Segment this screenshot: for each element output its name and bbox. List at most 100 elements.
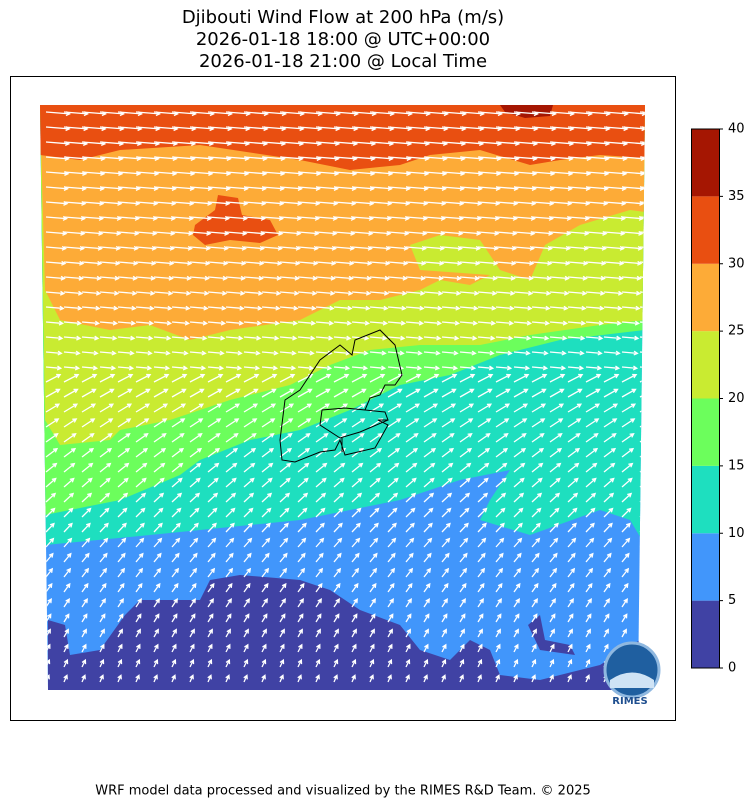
colorbar-tick-label: 15 bbox=[728, 458, 745, 473]
wind-arrow bbox=[495, 320, 514, 326]
wind-arrow bbox=[117, 275, 138, 281]
wind-arrow bbox=[531, 492, 543, 503]
wind-band bbox=[500, 105, 553, 118]
wind-arrow bbox=[117, 230, 140, 236]
wind-arrow bbox=[243, 582, 251, 593]
wind-arrow bbox=[549, 598, 556, 608]
wind-arrow bbox=[225, 365, 243, 371]
wind-arrow bbox=[243, 433, 257, 443]
wind-arrow bbox=[477, 507, 488, 518]
wind-arrow bbox=[81, 418, 96, 428]
wind-arrow bbox=[621, 365, 639, 371]
wind-arrow bbox=[441, 507, 452, 518]
wind-arrow bbox=[603, 477, 615, 488]
wind-arrow bbox=[387, 507, 398, 518]
wind-arrow bbox=[603, 628, 609, 638]
wind-arrow bbox=[459, 598, 466, 608]
wind-arrow bbox=[315, 522, 325, 533]
wind-arrow bbox=[81, 628, 87, 638]
wind-arrow bbox=[441, 552, 450, 563]
wind-arrow bbox=[585, 365, 603, 371]
wind-arrow bbox=[387, 598, 394, 608]
wind-arrow bbox=[603, 462, 616, 473]
wind-arrow bbox=[477, 447, 491, 458]
wind-arrow bbox=[189, 365, 207, 371]
wind-arrow bbox=[225, 373, 242, 383]
wind-arrow bbox=[423, 350, 441, 356]
wind-arrow bbox=[513, 507, 524, 518]
wind-arrow bbox=[171, 433, 185, 443]
wind-arrow bbox=[639, 403, 645, 413]
wind-arrow bbox=[225, 350, 243, 356]
wind-arrow bbox=[531, 245, 553, 251]
wind-arrow bbox=[189, 388, 205, 398]
wind-arrow bbox=[459, 290, 480, 296]
wind-arrow bbox=[459, 245, 481, 251]
wind-arrow bbox=[171, 598, 178, 608]
wind-arrow bbox=[117, 658, 123, 668]
wind-arrow bbox=[477, 305, 497, 311]
wind-arrow bbox=[153, 582, 161, 593]
wind-arrow bbox=[189, 598, 196, 608]
wind-arrow bbox=[243, 275, 264, 281]
wind-arrow bbox=[243, 350, 261, 356]
wind-arrow bbox=[459, 418, 474, 428]
wind-arrow bbox=[81, 230, 104, 236]
wind-arrow bbox=[189, 522, 199, 533]
wind-arrow bbox=[495, 230, 518, 236]
wind-arrow bbox=[63, 388, 79, 398]
wind-arrow bbox=[99, 674, 104, 683]
wind-arrow bbox=[639, 141, 645, 147]
wind-arrow bbox=[567, 598, 574, 608]
wind-arrow bbox=[279, 373, 296, 383]
wind-arrow bbox=[279, 388, 295, 398]
wind-arrow bbox=[135, 388, 151, 398]
wind-arrow bbox=[639, 522, 645, 533]
wind-arrow bbox=[621, 447, 635, 458]
wind-arrow bbox=[441, 418, 456, 428]
wind-arrow bbox=[81, 582, 89, 593]
wind-arrow bbox=[351, 260, 373, 266]
wind-arrow bbox=[351, 613, 358, 623]
wind-arrow bbox=[99, 275, 120, 281]
wind-arrow bbox=[189, 418, 204, 428]
wind-arrow bbox=[117, 403, 133, 413]
wind-arrow bbox=[99, 320, 118, 326]
wind-arrow bbox=[297, 447, 311, 458]
wind-arrow bbox=[81, 507, 92, 518]
wind-arrow bbox=[423, 582, 431, 593]
wind-arrow bbox=[549, 260, 571, 266]
wind-arrow bbox=[639, 215, 645, 221]
wind-arrow bbox=[117, 462, 130, 473]
wind-arrow bbox=[63, 433, 77, 443]
wind-arrow bbox=[567, 477, 579, 488]
wind-arrow bbox=[567, 403, 583, 413]
wind-arrow bbox=[477, 643, 483, 653]
wind-arrow bbox=[585, 674, 590, 683]
wind-arrow bbox=[351, 275, 372, 281]
wind-arrow bbox=[603, 433, 617, 443]
wind-arrow bbox=[513, 598, 520, 608]
colorbar-tick-label: 40 bbox=[728, 122, 745, 137]
wind-arrow bbox=[135, 305, 155, 311]
wind-arrow bbox=[621, 477, 633, 488]
wind-arrow bbox=[243, 613, 250, 623]
wind-arrow bbox=[639, 388, 645, 398]
wind-arrow bbox=[171, 230, 194, 236]
wind-arrow bbox=[279, 245, 301, 251]
wind-arrow bbox=[387, 658, 393, 668]
wind-arrow bbox=[369, 245, 391, 251]
wind-arrow bbox=[171, 275, 192, 281]
wind-arrow bbox=[477, 365, 495, 371]
wind-arrow bbox=[369, 507, 380, 518]
wind-arrow bbox=[513, 447, 527, 458]
wind-arrow bbox=[333, 373, 350, 383]
wind-arrow bbox=[117, 674, 122, 683]
wind-arrow bbox=[81, 433, 95, 443]
wind-arrow bbox=[549, 567, 558, 578]
wind-arrow bbox=[495, 418, 510, 428]
wind-arrow bbox=[369, 537, 379, 548]
wind-arrow bbox=[639, 447, 645, 458]
wind-arrow bbox=[243, 477, 255, 488]
wind-arrow bbox=[117, 245, 139, 251]
